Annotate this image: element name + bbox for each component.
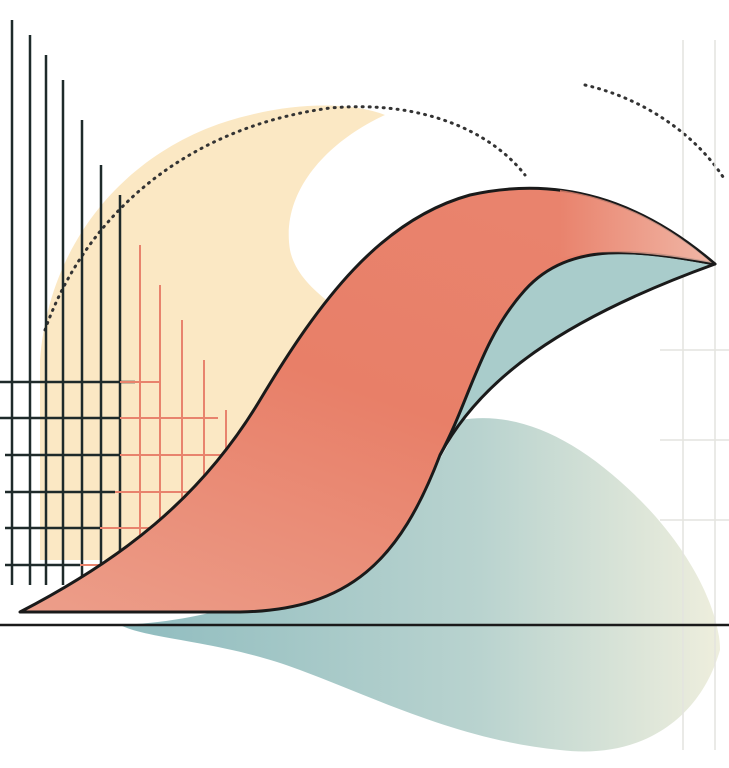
faint-grid — [660, 40, 729, 750]
teal-blob — [120, 418, 720, 752]
black-grid — [0, 20, 135, 585]
wave — [18, 186, 717, 614]
wave-tip — [560, 190, 712, 263]
dotted-arc — [43, 105, 527, 332]
dotted-arc — [583, 83, 727, 182]
